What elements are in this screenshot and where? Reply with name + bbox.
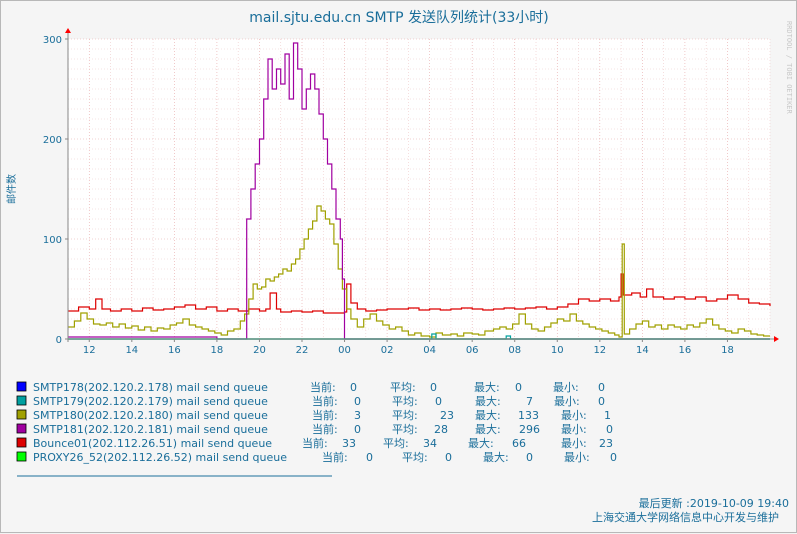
y-tick-label: 200 xyxy=(43,135,62,146)
legend-average-label: 平均: xyxy=(390,381,416,394)
x-tick-label: 14 xyxy=(125,345,138,356)
legend-current-value: 0 xyxy=(354,423,361,436)
series-line xyxy=(68,273,771,314)
last-updated: 最后更新 :2019-10-09 19:40 xyxy=(639,496,789,510)
legend-series-name: SMTP180(202.120.2.180) mail send queue xyxy=(33,409,268,422)
series-line xyxy=(68,42,770,340)
legend-swatch xyxy=(16,395,27,406)
legend-max-label: 最大: xyxy=(475,422,501,436)
legend-swatch xyxy=(16,423,27,434)
legend-series-name: SMTP179(202.120.2.179) mail send queue xyxy=(33,395,268,408)
credit-text: 上海交通大学网络信息中心开发与维护 xyxy=(592,510,779,524)
legend-min-label: 最小: xyxy=(561,423,587,436)
legend-average-value: 0 xyxy=(435,395,442,408)
x-tick-label: 14 xyxy=(636,345,649,356)
x-tick-label: 12 xyxy=(83,345,96,356)
legend-min-label: 最小: xyxy=(561,409,587,422)
legend-max-value: 0 xyxy=(515,381,522,394)
legend-min-value: 0 xyxy=(598,395,605,408)
legend-series-name: SMTP181(202.120.2.181) mail send queue xyxy=(33,423,268,436)
legend-min-value: 0 xyxy=(606,423,613,436)
legend-current-value: 0 xyxy=(366,451,373,464)
legend-current-label: 当前: xyxy=(312,422,338,436)
x-tick-label: 18 xyxy=(721,345,734,356)
legend-max-label: 最大: xyxy=(468,436,494,450)
legend: SMTP178(202.120.2.178) mail send queue 当前… xyxy=(16,380,617,464)
legend-max-label: 最大: xyxy=(475,408,501,422)
legend-swatch xyxy=(16,437,27,448)
x-tick-label: 22 xyxy=(296,345,309,356)
legend-min-label: 最小: xyxy=(554,395,580,408)
legend-average-value: 0 xyxy=(445,451,452,464)
legend-average-label: 平均: xyxy=(392,409,418,422)
rrdtool-credit: RRDTOOL / TOBI OETIKER xyxy=(785,21,793,115)
y-tick-label: 0 xyxy=(56,335,62,346)
x-axis-arrow xyxy=(774,336,779,342)
legend-series-name: Bounce01(202.112.26.51) mail send queue xyxy=(33,437,272,450)
legend-min-label: 最小: xyxy=(553,381,579,394)
legend-max-label: 最大: xyxy=(475,394,501,408)
y-axis-label: 邮件数 xyxy=(5,174,18,204)
legend-min-value: 0 xyxy=(610,451,617,464)
legend-current-label: 当前: xyxy=(312,408,338,422)
legend-swatch xyxy=(16,409,27,420)
legend-max-value: 7 xyxy=(526,395,533,408)
legend-min-value: 0 xyxy=(598,381,605,394)
legend-average-value: 0 xyxy=(430,381,437,394)
legend-current-value: 3 xyxy=(354,409,361,422)
legend-min-value: 23 xyxy=(599,437,613,450)
legend-current-value: 33 xyxy=(342,437,356,450)
legend-max-value: 0 xyxy=(526,451,533,464)
x-tick-label: 16 xyxy=(168,345,181,356)
x-ticks: 12 14 16 18 20 22 00 02 04 06 08 10 12 14 16 18 xyxy=(83,339,734,356)
x-tick-label: 18 xyxy=(211,345,224,356)
legend-swatch xyxy=(16,381,27,392)
legend-current-label: 当前: xyxy=(302,436,328,450)
chart-title: mail.sjtu.edu.cn SMTP 发送队列统计(33小时) xyxy=(249,10,548,26)
legend-current-label: 当前: xyxy=(312,394,338,408)
legend-min-label: 最小: xyxy=(561,437,587,450)
legend-max-label: 最大: xyxy=(474,380,500,394)
legend-average-value: 23 xyxy=(440,409,454,422)
axes xyxy=(65,28,779,342)
x-tick-label: 00 xyxy=(338,345,351,356)
x-tick-label: 12 xyxy=(593,345,606,356)
series-line xyxy=(68,205,770,338)
legend-max-value: 296 xyxy=(519,423,540,436)
y-ticks: 0 100 200 300 xyxy=(43,35,68,346)
x-tick-label: 08 xyxy=(508,345,521,356)
legend-average-label: 平均: xyxy=(392,423,418,436)
legend-min-value: 1 xyxy=(604,409,611,422)
legend-average-label: 平均: xyxy=(392,395,418,408)
y-tick-label: 300 xyxy=(43,35,62,46)
x-tick-label: 02 xyxy=(381,345,394,356)
legend-average-label: 平均: xyxy=(402,451,428,464)
legend-current-label: 当前: xyxy=(310,380,336,394)
legend-current-label: 当前: xyxy=(322,450,348,464)
legend-average-label: 平均: xyxy=(383,437,409,450)
legend-average-value: 28 xyxy=(434,423,448,436)
x-tick-label: 20 xyxy=(253,345,266,356)
legend-max-label: 最大: xyxy=(483,450,509,464)
legend-swatch xyxy=(16,451,27,462)
legend-series-name: SMTP178(202.120.2.178) mail send queue xyxy=(33,381,268,394)
y-tick-label: 100 xyxy=(43,235,62,246)
x-tick-label: 04 xyxy=(423,345,436,356)
x-tick-label: 16 xyxy=(679,345,692,356)
x-tick-label: 06 xyxy=(466,345,479,356)
legend-current-value: 0 xyxy=(354,395,361,408)
legend-min-label: 最小: xyxy=(564,451,590,464)
legend-average-value: 34 xyxy=(423,437,437,450)
legend-series-name: PROXY26_52(202.112.26.52) mail send queu… xyxy=(33,451,287,464)
x-tick-label: 10 xyxy=(551,345,564,356)
grid-lines xyxy=(67,38,771,339)
legend-max-value: 133 xyxy=(518,409,539,422)
legend-max-value: 66 xyxy=(512,437,526,450)
y-axis-arrow xyxy=(65,28,71,33)
legend-current-value: 0 xyxy=(350,381,357,394)
